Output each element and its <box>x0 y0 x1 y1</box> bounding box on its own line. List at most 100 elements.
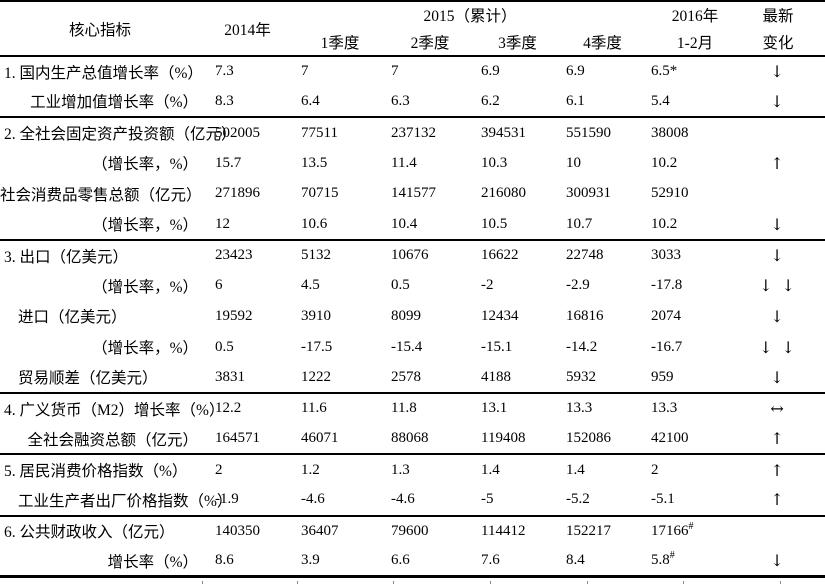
row-label: （增长率，%） <box>92 340 198 358</box>
table-row: 5. 居民消费价格指数（%） 2 1.2 1.3 1.4 1.4 2 ↑ <box>0 454 825 485</box>
cell-value-q3: -15.1 <box>481 338 513 355</box>
cell-value-2014: 12.2 <box>215 400 242 417</box>
cell-value-q2: -4.6 <box>391 491 415 508</box>
cell-value-q2: 10676 <box>391 247 429 264</box>
cell-value-jan-feb: 38008 <box>651 124 689 141</box>
trend-arrow: ↓ ↓ <box>759 276 797 296</box>
cell-value-jan-feb: 6.5* <box>651 63 678 80</box>
cell-value-q3: 6.2 <box>481 92 500 109</box>
cell-value-2014: 6 <box>215 277 223 294</box>
cell-value-q1: 3910 <box>301 307 331 324</box>
cell-value-q1: 77511 <box>301 124 338 141</box>
cell-value-q3: 216080 <box>481 185 526 202</box>
table-section: 5. 居民消费价格指数（%） 2 1.2 1.3 1.4 1.4 2 ↑ 工业生… <box>0 454 825 515</box>
header-year-2016: 2016年 <box>671 8 719 25</box>
column-tick <box>780 581 781 584</box>
trend-arrow: ↓ ↓ <box>759 337 797 357</box>
cell-value-q3: -2 <box>481 277 494 294</box>
cell-value-q4: -5.2 <box>566 491 590 508</box>
cell-value-q4: 10 <box>566 154 581 171</box>
cell-value-2014: 140350 <box>215 522 260 539</box>
cell-value-2014: 271896 <box>215 185 260 202</box>
cell-value-q3: 6.9 <box>481 63 500 80</box>
cell-value-q1: 46071 <box>301 430 339 446</box>
column-tick <box>587 581 588 584</box>
cell-value-q3: 10.3 <box>481 154 508 171</box>
cell-value-q4: 6.9 <box>566 63 585 80</box>
trend-arrow <box>745 179 825 210</box>
column-tick <box>297 581 298 584</box>
row-label: （增长率，%） <box>92 217 198 235</box>
table-row: 全社会融资总额（亿元） 164571 46071 88068 119408 15… <box>0 424 825 455</box>
cell-value-2014: 7.3 <box>215 63 234 80</box>
cell-value-2014: 164571 <box>215 430 260 446</box>
cell-value-2014: 3831 <box>215 368 245 385</box>
table-row: 6. 公共财政收入（亿元） 140350 36407 79600 114412 … <box>0 516 825 547</box>
cell-value-q3: 16622 <box>481 247 519 264</box>
cell-value-jan-feb: 17166# <box>651 520 694 539</box>
table-row: 工业生产者出厂价格指数（%） -1.9 -4.6 -4.6 -5 -5.2 -5… <box>0 485 825 516</box>
cell-value-q3: 7.6 <box>481 552 500 569</box>
cell-value-q1: 36407 <box>301 522 339 539</box>
table-section: 3. 出口（亿美元） 23423 5132 10676 16622 22748 … <box>0 239 825 393</box>
row-label: 3. 出口（亿美元） <box>4 248 129 266</box>
next-row-column-ticks <box>0 581 825 584</box>
cell-value-q3: 114412 <box>481 522 526 539</box>
cell-value-q4: 152217 <box>566 522 611 539</box>
cell-value-q2: 6.3 <box>391 92 410 109</box>
row-label: 全社会融资总额（亿元） <box>27 431 198 449</box>
row-label: 社会消费品零售总额（亿元） <box>0 186 202 204</box>
trend-arrow: ↓ <box>770 62 786 82</box>
table-row: 社会消费品零售总额（亿元） 271896 70715 141577 216080… <box>0 179 825 210</box>
cell-value-q2: 11.4 <box>391 154 417 171</box>
cell-value-q1: 3.9 <box>301 552 320 569</box>
cell-value-q2: 0.5 <box>391 277 410 294</box>
row-label: 6. 公共财政收入（亿元） <box>4 524 175 542</box>
trend-arrow: ↓ <box>770 306 786 326</box>
table-row: （增长率，%） 0.5 -17.5 -15.4 -15.1 -14.2 -16.… <box>0 332 825 363</box>
trend-arrow: ↑ <box>770 429 786 448</box>
table-header: 核心指标 2014年 2015（累计） 2016年 最新 1季度 2季度 3季度… <box>0 1 825 56</box>
cell-value-2014: 8.6 <box>215 552 234 569</box>
cell-value-jan-feb: 5.4 <box>651 92 670 109</box>
cell-value-q1: 5132 <box>301 247 331 264</box>
cell-value-jan-feb: 42100 <box>651 430 689 446</box>
cell-value-q2: 8099 <box>391 307 421 324</box>
table-section: 2. 全社会固定资产投资额（亿元） 502005 77511 237132 39… <box>0 117 825 240</box>
row-label: 进口（亿美元） <box>18 309 127 327</box>
cell-value-2014: 8.3 <box>215 92 234 109</box>
trend-arrow: ↓ <box>770 551 786 571</box>
table-row: 增长率（%） 8.6 3.9 6.6 7.6 8.4 5.8# ↓ <box>0 546 825 577</box>
cell-value-q1: 1222 <box>301 368 331 385</box>
table-row: 进口（亿美元） 19592 3910 8099 12434 16816 2074… <box>0 301 825 332</box>
column-tick <box>393 581 394 584</box>
cell-value-q3: 119408 <box>481 430 526 446</box>
cell-value-2014: 19592 <box>215 307 253 324</box>
cell-value-q4: 1.4 <box>566 461 585 478</box>
cell-value-q2: 1.3 <box>391 461 410 478</box>
cell-value-q4: 6.1 <box>566 92 585 109</box>
cell-value-q4: 152086 <box>566 430 611 446</box>
cell-value-jan-feb: -17.8 <box>651 277 683 294</box>
cell-value-q4: 8.4 <box>566 552 585 569</box>
cell-value-jan-feb: 52910 <box>651 185 689 202</box>
trend-arrow: ↑ <box>770 460 786 480</box>
header-quarter-1: 1季度 <box>320 34 360 52</box>
cell-value-q4: 300931 <box>566 185 611 202</box>
table-row: 3. 出口（亿美元） 23423 5132 10676 16622 22748 … <box>0 240 825 271</box>
trend-arrow: ↓ <box>770 91 786 111</box>
cell-value-q2: 7 <box>391 63 399 80</box>
column-tick <box>490 581 491 584</box>
cell-value-jan-feb: 959 <box>651 368 674 385</box>
cell-value-q2: 141577 <box>391 185 436 202</box>
header-core-indicators: 核心指标 <box>68 21 131 39</box>
cell-value-q2: 88068 <box>391 430 429 446</box>
cell-value-q3: 1.4 <box>481 461 500 478</box>
header-jan-feb-2016: 1-2月 <box>676 34 714 52</box>
cell-value-q3: 13.1 <box>481 400 508 417</box>
cell-value-2014: 2 <box>215 461 223 478</box>
row-label: 工业增加值增长率（%） <box>30 94 198 112</box>
cell-value-q2: 6.6 <box>391 552 410 569</box>
trend-arrow <box>745 117 825 148</box>
cell-value-q1: -17.5 <box>301 338 333 355</box>
